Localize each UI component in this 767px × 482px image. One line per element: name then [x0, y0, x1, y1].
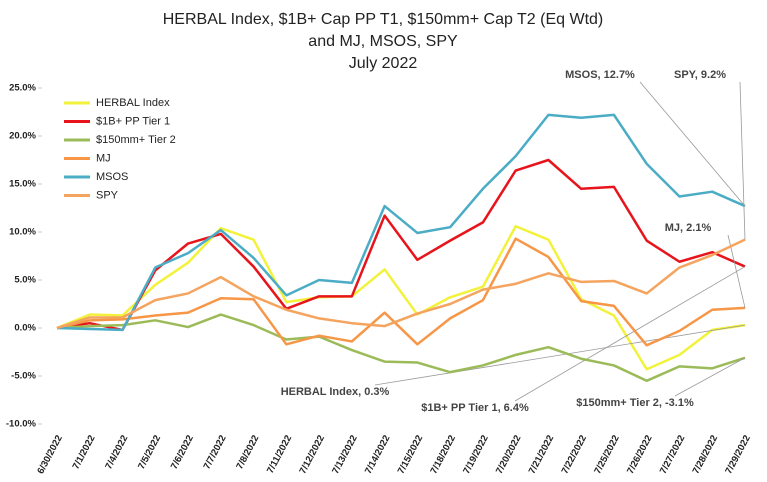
- x-tick-label: 7/18/2022: [428, 433, 458, 475]
- x-tick-label: 7/7/2022: [202, 433, 229, 471]
- chart-title: July 2022: [349, 55, 418, 72]
- x-tick-label: 7/1/2022: [71, 433, 98, 471]
- legend-label: MSOS: [96, 171, 128, 183]
- x-tick-label: 7/15/2022: [396, 433, 426, 475]
- y-tick-label: -10.0%: [6, 419, 37, 430]
- x-tick-label: 7/4/2022: [103, 433, 130, 471]
- series-line: [56, 113, 746, 332]
- y-tick-label: 0.0%: [14, 323, 36, 334]
- chart-title: HERBAL Index, $1B+ Cap PP T1, $150mm+ Ca…: [163, 11, 604, 28]
- annotation: HERBAL Index, 0.3%: [281, 386, 390, 398]
- legend-label: $1B+ PP Tier 1: [96, 115, 170, 127]
- x-tick-label: 7/8/2022: [234, 433, 261, 471]
- x-tick-label: 7/11/2022: [265, 433, 294, 475]
- legend-label: HERBAL Index: [96, 97, 170, 109]
- series-line: [56, 237, 746, 347]
- x-tick-label: 7/12/2022: [297, 433, 327, 475]
- x-tick-label: 7/22/2022: [560, 433, 590, 475]
- x-tick-label: 7/13/2022: [330, 433, 360, 475]
- x-tick-label: 7/19/2022: [461, 433, 491, 475]
- leader-line: [514, 266, 746, 402]
- x-tick-label: 7/25/2022: [592, 433, 622, 475]
- leader-line: [674, 357, 746, 397]
- y-tick-label: 5.0%: [14, 275, 36, 286]
- y-tick-label: 20.0%: [9, 131, 36, 142]
- series-line: [56, 313, 746, 383]
- leader-line: [374, 324, 746, 386]
- x-tick-label: 7/21/2022: [527, 433, 557, 475]
- y-tick-label: 25.0%: [9, 83, 36, 94]
- x-tick-label: 7/5/2022: [136, 433, 163, 471]
- x-tick-label: 7/28/2022: [691, 433, 721, 475]
- annotation: MJ, 2.1%: [665, 222, 712, 234]
- legend-label: SPY: [96, 189, 119, 201]
- leader-line: [639, 81, 746, 207]
- leader-line: [739, 81, 746, 240]
- x-tick-label: 7/6/2022: [169, 433, 196, 471]
- series-line: [56, 224, 746, 371]
- y-tick-label: -5.0%: [11, 371, 36, 382]
- chart-title: and MJ, MSOS, SPY: [308, 33, 458, 50]
- series-line: [56, 238, 746, 330]
- legend-label: $150mm+ Tier 2: [96, 134, 176, 146]
- x-tick-label: 7/26/2022: [625, 433, 655, 475]
- series-line: [56, 158, 746, 332]
- legend-label: MJ: [96, 152, 111, 164]
- y-tick-label: 10.0%: [9, 227, 36, 238]
- x-tick-label: 7/29/2022: [723, 433, 753, 475]
- annotation: SPY, 9.2%: [674, 69, 726, 81]
- y-tick-label: 15.0%: [9, 179, 36, 190]
- annotation: $1B+ PP Tier 1, 6.4%: [421, 402, 529, 414]
- x-tick-label: 6/30/2022: [35, 433, 65, 475]
- annotation: MSOS, 12.7%: [565, 69, 635, 81]
- x-tick-label: 7/27/2022: [658, 433, 688, 475]
- annotation: $150mm+ Tier 2, -3.1%: [576, 397, 694, 409]
- x-tick-label: 7/14/2022: [363, 433, 393, 475]
- x-tick-label: 7/20/2022: [494, 433, 524, 475]
